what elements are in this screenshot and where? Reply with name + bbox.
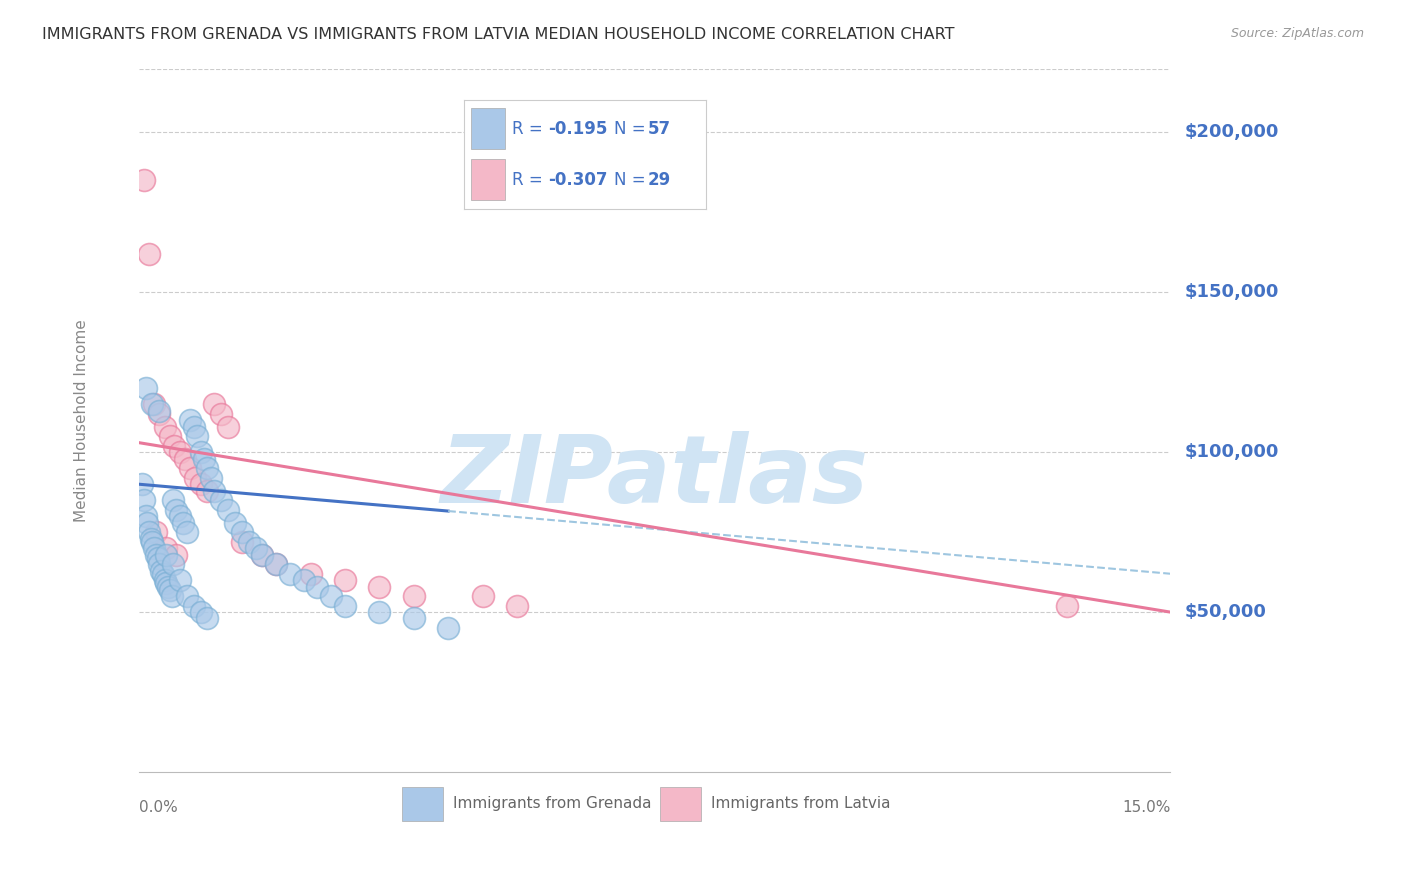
Point xyxy=(307,580,329,594)
Point xyxy=(209,407,232,421)
Point xyxy=(264,557,287,571)
Point xyxy=(231,525,253,540)
Point xyxy=(156,580,179,594)
Point xyxy=(197,461,219,475)
Point xyxy=(264,557,287,571)
Point xyxy=(138,247,160,261)
Point xyxy=(148,557,170,571)
Point xyxy=(202,483,225,498)
Point xyxy=(184,471,207,485)
Text: Median Household Income: Median Household Income xyxy=(75,318,90,522)
Point xyxy=(217,419,239,434)
Point xyxy=(153,419,176,434)
Point xyxy=(238,534,260,549)
Point xyxy=(145,548,167,562)
Point xyxy=(142,541,165,556)
Point xyxy=(209,493,232,508)
Point xyxy=(148,407,170,421)
Point xyxy=(166,548,188,562)
Text: ZIPatlas: ZIPatlas xyxy=(440,431,869,523)
Point xyxy=(141,397,163,411)
Text: $100,000: $100,000 xyxy=(1184,443,1278,461)
Point xyxy=(139,532,162,546)
Point xyxy=(135,509,157,524)
Point xyxy=(162,493,184,508)
Point xyxy=(193,451,215,466)
Point xyxy=(169,573,191,587)
Point xyxy=(190,445,212,459)
Point xyxy=(155,541,177,556)
Point xyxy=(179,461,201,475)
Text: Source: ZipAtlas.com: Source: ZipAtlas.com xyxy=(1230,27,1364,40)
Point xyxy=(176,525,198,540)
Point xyxy=(299,566,322,581)
Point xyxy=(321,589,343,603)
Point xyxy=(186,429,208,443)
Point xyxy=(333,599,356,613)
Point xyxy=(402,611,425,625)
Point xyxy=(134,493,156,508)
Text: $200,000: $200,000 xyxy=(1184,123,1278,142)
Point xyxy=(245,541,267,556)
Point xyxy=(197,483,219,498)
Point xyxy=(333,573,356,587)
Point xyxy=(197,611,219,625)
Point xyxy=(141,534,163,549)
Point xyxy=(437,621,460,635)
Point xyxy=(217,502,239,516)
Point xyxy=(134,173,156,187)
Text: $50,000: $50,000 xyxy=(1184,603,1265,621)
Text: 0.0%: 0.0% xyxy=(139,800,177,814)
Point xyxy=(190,477,212,491)
Point xyxy=(145,525,167,540)
Point xyxy=(368,605,391,619)
Point xyxy=(135,381,157,395)
Point xyxy=(160,589,183,603)
Point xyxy=(176,589,198,603)
Point xyxy=(135,516,157,530)
Point xyxy=(224,516,246,530)
Point xyxy=(142,397,165,411)
Point xyxy=(231,534,253,549)
Point xyxy=(169,509,191,524)
Point xyxy=(153,573,176,587)
Point xyxy=(292,573,315,587)
Point xyxy=(159,429,181,443)
Point xyxy=(138,525,160,540)
Point xyxy=(148,403,170,417)
Point xyxy=(368,580,391,594)
Point xyxy=(155,548,177,562)
Point xyxy=(183,419,205,434)
Point xyxy=(183,599,205,613)
Point xyxy=(162,557,184,571)
Point xyxy=(200,471,222,485)
Point xyxy=(506,599,529,613)
Point xyxy=(166,502,188,516)
Point xyxy=(174,451,197,466)
Point xyxy=(149,564,172,578)
Point xyxy=(202,397,225,411)
Text: 15.0%: 15.0% xyxy=(1122,800,1170,814)
Point xyxy=(155,576,177,591)
Point xyxy=(179,413,201,427)
Point xyxy=(131,477,153,491)
Point xyxy=(152,566,174,581)
Point xyxy=(172,516,194,530)
Point xyxy=(159,582,181,597)
Point xyxy=(252,548,274,562)
Point xyxy=(146,550,169,565)
Text: $150,000: $150,000 xyxy=(1184,284,1278,301)
Point xyxy=(252,548,274,562)
Point xyxy=(471,589,494,603)
Point xyxy=(169,445,191,459)
Point xyxy=(190,605,212,619)
Point xyxy=(402,589,425,603)
Text: IMMIGRANTS FROM GRENADA VS IMMIGRANTS FROM LATVIA MEDIAN HOUSEHOLD INCOME CORREL: IMMIGRANTS FROM GRENADA VS IMMIGRANTS FR… xyxy=(42,27,955,42)
Point xyxy=(278,566,301,581)
Point xyxy=(163,439,186,453)
Point xyxy=(1056,599,1078,613)
